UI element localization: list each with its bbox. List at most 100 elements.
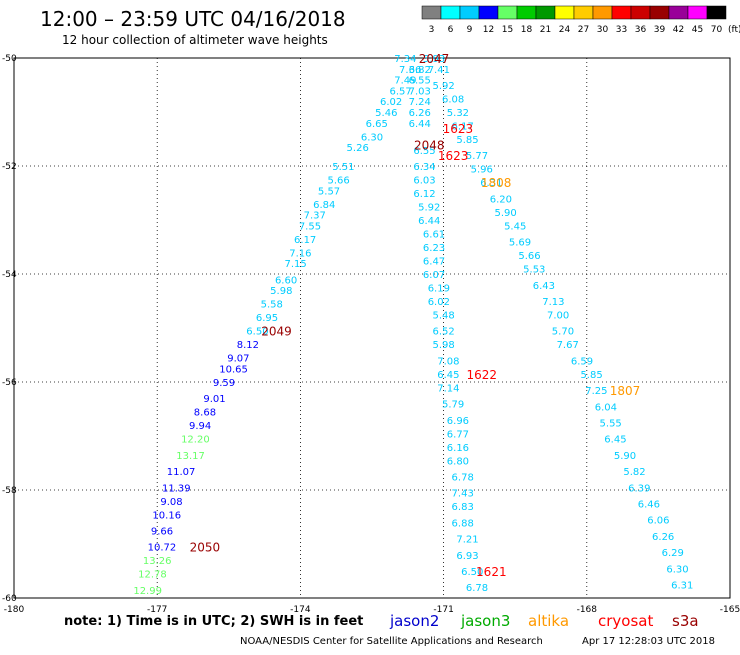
wave-height-mark: 5.70 (552, 327, 574, 338)
wave-height-mark: 7.00 (547, 311, 569, 322)
wave-height-mark: 6.39 (628, 483, 650, 494)
colorbar-swatch (440, 5, 461, 20)
wave-height-mark: 6.60 (275, 275, 297, 286)
colorbar-swatch (611, 5, 632, 20)
colorbar-label: 45 (692, 25, 703, 35)
wave-height-mark: 12.20 (181, 435, 210, 446)
wave-height-mark: 7.08 (437, 356, 459, 367)
wave-height-mark: 6.07 (423, 270, 445, 281)
wave-height-mark: 6.95 (256, 313, 278, 324)
colorbar-swatch (573, 5, 594, 20)
colorbar-label: 27 (578, 25, 589, 35)
colorbar-swatch (497, 5, 518, 20)
x-tick-label: -180 (4, 605, 25, 615)
colorbar-label: 39 (654, 25, 666, 35)
y-tick-label: -52 (2, 162, 17, 172)
wave-height-mark: 6.88 (452, 518, 474, 529)
wave-height-mark: 5.45 (504, 221, 526, 232)
wave-height-mark: 10.65 (219, 365, 248, 376)
colorbar-label: 9 (467, 25, 473, 35)
wave-height-mark: 10.16 (152, 510, 181, 521)
y-tick-label: -58 (2, 486, 17, 496)
colorbar-swatch (630, 5, 651, 20)
wave-height-mark: 5.90 (614, 451, 636, 462)
colorbar-label: 36 (635, 25, 647, 35)
wave-height-mark: 7.03 (409, 86, 431, 97)
x-tick-label: -168 (577, 605, 598, 615)
wave-height-mark: 6.17 (294, 235, 316, 246)
colorbar-label: 70 (711, 25, 723, 35)
wave-height-mark: 6.34 (413, 162, 435, 173)
wave-height-mark: 5.90 (495, 208, 517, 219)
wave-height-mark: 6.03 (413, 176, 435, 187)
footer-note: note: 1) Time is in UTC; 2) SWH is in fe… (64, 614, 363, 629)
wave-height-mark: 7.16 (289, 248, 311, 259)
wave-height-mark: 6.23 (423, 243, 445, 254)
wave-height-mark: 7.41 (428, 65, 450, 76)
y-tick-labels: -50 -52 -54 -56 -58 -60 (2, 54, 17, 604)
time-label: 1621 (476, 565, 507, 579)
satellite-name: jason3 (460, 612, 510, 630)
wave-height-mark: 9.59 (213, 378, 235, 389)
wave-height-mark: 11.39 (162, 483, 191, 494)
wave-height-mark: 6.02 (428, 297, 450, 308)
wave-height-mark: 6.83 (452, 502, 474, 513)
wave-height-mark: 5.85 (580, 370, 602, 381)
wave-height-mark: 6.52 (432, 327, 454, 338)
wave-height-mark: 5.92 (418, 203, 440, 214)
time-label: 2047 (419, 52, 450, 66)
wave-height-mark: 5.93 (423, 54, 445, 65)
wave-height-mark: 6.55 (413, 146, 435, 157)
time-label: 2048 (414, 138, 445, 152)
colorbar-label: 33 (616, 25, 627, 35)
colorbar-label: 30 (597, 25, 609, 35)
wave-height-mark: 6.45 (604, 435, 626, 446)
wave-height-mark: 5.26 (347, 143, 369, 154)
wave-height-mark: 6.59 (571, 356, 593, 367)
colorbar-swatch (668, 5, 689, 20)
time-label: 1623 (443, 122, 474, 136)
wave-height-mark: 5.85 (456, 135, 478, 146)
time-label: 1808 (481, 176, 512, 190)
wave-height-mark: 6.61 (423, 230, 445, 241)
wave-height-mark: 6.19 (428, 284, 450, 295)
wave-height-mark: 6.06 (647, 516, 669, 527)
wave-height-mark: 6.93 (456, 551, 478, 562)
wave-height-mark: 5.55 (600, 419, 622, 430)
satellite-name: jason2 (389, 612, 439, 630)
wave-height-mark: 5.77 (466, 151, 488, 162)
wave-height-mark: 6.12 (413, 189, 435, 200)
wave-height-mark: 5.96 (471, 165, 493, 176)
wave-height-mark: 6.78 (452, 473, 474, 484)
wave-height-mark: 7.24 (409, 97, 431, 108)
colorbar-label: 3 (429, 25, 435, 35)
wave-height-mark: 5.98 (432, 340, 454, 351)
chart-subtitle: 12 hour collection of altimeter wave hei… (62, 33, 328, 47)
colorbar-swatch (516, 5, 537, 20)
wave-height-mark: 7.21 (456, 535, 478, 546)
wave-height-mark: 6.29 (662, 548, 684, 559)
wave-height-mark: 12.99 (133, 586, 162, 597)
satellite-name: s3a (672, 612, 699, 630)
wave-height-mark: 6.65 (366, 119, 388, 130)
wave-height-mark: 6.04 (595, 402, 617, 413)
wave-height-mark: 6.44 (418, 216, 440, 227)
wave-height-mark: 6.78 (466, 583, 488, 594)
wave-height-mark: 5.46 (375, 108, 397, 119)
wave-height-mark: 10.72 (148, 543, 177, 554)
wave-height-mark: 13.17 (176, 451, 205, 462)
wave-height-mark: 7.34 (394, 54, 416, 65)
wave-height-mark: 5.69 (509, 238, 531, 249)
time-label: 2049 (261, 325, 292, 339)
wave-height-mark: 5.48 (432, 311, 454, 322)
plot-frame (13, 57, 731, 599)
time-label: 2050 (190, 541, 221, 555)
wave-height-mark: 7.13 (542, 297, 564, 308)
wave-height-mark: 6.80 (447, 456, 469, 467)
wave-height-mark: 12.78 (138, 570, 167, 581)
wave-height-mark: 9.94 (189, 421, 211, 432)
wave-height-mark: 7.55 (299, 221, 321, 232)
satellite-name: altika (528, 612, 569, 630)
